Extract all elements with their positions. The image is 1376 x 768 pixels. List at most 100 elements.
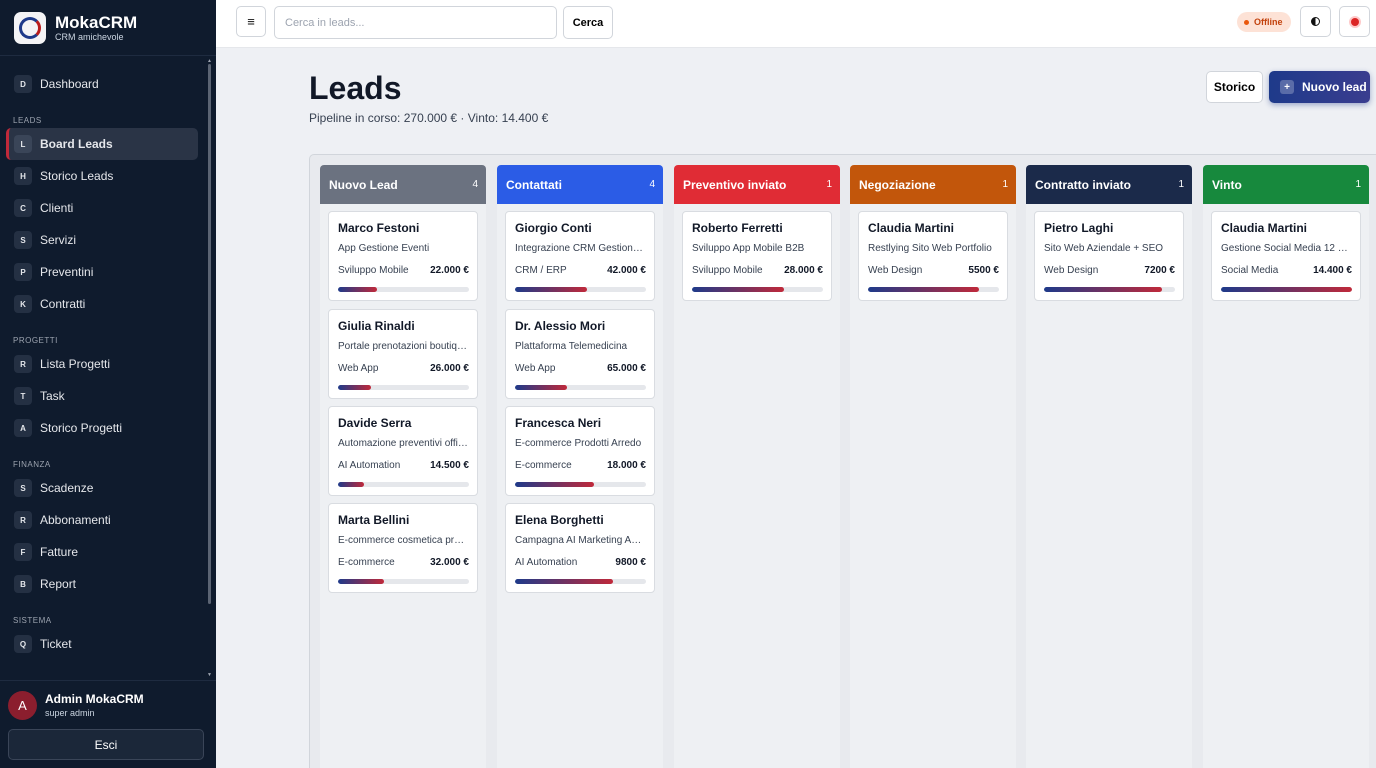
theme-toggle-button[interactable] — [1300, 6, 1331, 37]
brand[interactable]: MokaCRM CRM amichevole — [0, 0, 216, 56]
lead-card[interactable]: Giorgio Conti Integrazione CRM Gestionale… — [505, 211, 655, 301]
lead-value: 22.000 € — [430, 265, 469, 276]
lead-category: Sviluppo Mobile — [338, 265, 409, 276]
lead-progress-bar — [868, 287, 999, 292]
lead-value: 7200 € — [1144, 265, 1175, 276]
contratti-icon: K — [14, 295, 32, 313]
sidebar-item-preventivi[interactable]: P Preventini — [6, 256, 198, 288]
kanban-column[interactable]: Vinto 1 Claudia Martini Gestione Social Med… — [1203, 165, 1369, 768]
sidebar-item-ticket[interactable]: Q Ticket — [6, 628, 198, 660]
lead-progress-fill — [1044, 287, 1162, 292]
sidebar-item-board-leads[interactable]: L Board Leads — [6, 128, 198, 160]
scroll-thumb[interactable] — [208, 64, 211, 604]
lead-value: 28.000 € — [784, 265, 823, 276]
lead-category: E-commerce — [338, 557, 395, 568]
sidebar-item-task[interactable]: T Task — [6, 380, 198, 412]
lead-card[interactable]: Pietro Laghi Sito Web Aziendale + SEO Web … — [1034, 211, 1184, 301]
lead-progress-bar — [338, 287, 469, 292]
lead-card[interactable]: Claudia Martini Gestione Social Media 12 … — [1211, 211, 1361, 301]
sidebar-item-label: Report — [40, 577, 77, 591]
lead-category: Sviluppo Mobile — [692, 265, 763, 276]
search-input[interactable] — [274, 6, 557, 39]
lead-category: CRM / ERP — [515, 265, 567, 276]
section-title-leads: LEADS — [13, 116, 42, 125]
lead-name: Marco Festoni — [338, 221, 420, 235]
lead-name: Roberto Ferretti — [692, 221, 783, 235]
lead-progress-fill — [338, 482, 365, 487]
status-badge: Offline — [1237, 12, 1291, 32]
sidebar-item-fatture[interactable]: F Fatture — [6, 536, 198, 568]
record-button[interactable] — [1339, 6, 1370, 37]
sidebar-item-label: Abbonamenti — [40, 513, 111, 527]
lead-description: Automazione preventivi officina — [338, 438, 469, 449]
sidebar-item-scadenze[interactable]: S Scadenze — [6, 472, 198, 504]
column-header: Nuovo Lead 4 — [320, 165, 486, 204]
sidebar-item-label: Task — [40, 389, 65, 403]
sidebar-item-storico-progetti[interactable]: A Storico Progetti — [6, 412, 198, 444]
lead-card[interactable]: Dr. Alessio Mori Plattaforma Telemedicina… — [505, 309, 655, 399]
search-button[interactable]: Cerca — [563, 6, 613, 39]
lead-name: Marta Bellini — [338, 513, 410, 527]
sidebar-item-label: Dashboard — [40, 77, 99, 91]
new-lead-label: Nuovo lead — [1302, 80, 1367, 94]
lead-card[interactable]: Davide Serra Automazione preventivi offic… — [328, 406, 478, 496]
logout-button[interactable]: Esci — [8, 729, 204, 760]
lead-card[interactable]: Claudia Martini Restlying Sito Web Portfo… — [858, 211, 1008, 301]
menu-toggle-button[interactable]: ≡ — [236, 6, 266, 37]
sidebar-item-clienti[interactable]: C Clienti — [6, 192, 198, 224]
lead-card[interactable]: Marco Festoni App Gestione Eventi Sviluppo… — [328, 211, 478, 301]
column-header: Preventivo inviato 1 — [674, 165, 840, 204]
lead-description: App Gestione Eventi — [338, 243, 430, 254]
sidebar-item-report[interactable]: B Report — [6, 568, 198, 600]
sidebar: MokaCRM CRM amichevole D Dashboard LEADS… — [0, 0, 216, 768]
history-button[interactable]: Storico — [1206, 71, 1263, 103]
kanban-column[interactable]: Negoziazione 1 Claudia Martini Restlying Si… — [850, 165, 1016, 768]
lead-description: Plattaforma Telemedicina — [515, 341, 628, 352]
record-icon — [1350, 17, 1359, 26]
sidebar-nav: D Dashboard LEADS L Board Leads H Storic… — [0, 60, 206, 678]
kanban-column[interactable]: Contattati 4 Giorgio Conti Integrazione CRM… — [497, 165, 663, 768]
lead-progress-fill — [515, 482, 594, 487]
lead-card[interactable]: Roberto Ferretti Sviluppo App Mobile B2B S… — [682, 211, 832, 301]
new-lead-button[interactable]: + Nuovo lead — [1269, 71, 1370, 103]
lead-name: Dr. Alessio Mori — [515, 319, 606, 333]
lead-progress-fill — [338, 579, 384, 584]
brand-name: MokaCRM — [55, 12, 138, 32]
kanban-column[interactable]: Preventivo inviato 1 Roberto Ferretti Svilu… — [674, 165, 840, 768]
lead-progress-bar — [515, 385, 646, 390]
sidebar-scrollbar[interactable]: ▲ ▼ — [207, 58, 212, 678]
lead-card[interactable]: Marta Bellini E-commerce cosmetica premi…… — [328, 503, 478, 593]
column-count: 1 — [1178, 179, 1184, 190]
pipeline-summary: Pipeline in corso: 270.000 € · Vinto: 14… — [309, 111, 549, 125]
lead-progress-bar — [515, 482, 646, 487]
sidebar-item-abbonamenti[interactable]: R Abbonamenti — [6, 504, 198, 536]
kanban-column[interactable]: Nuovo Lead 4 Marco Festoni App Gestione Eve… — [320, 165, 486, 768]
sidebar-item-storico-leads[interactable]: H Storico Leads — [6, 160, 198, 192]
scroll-down-icon[interactable]: ▼ — [207, 672, 212, 678]
lead-progress-bar — [338, 579, 469, 584]
section-title-progetti: PROGETTI — [13, 336, 58, 345]
lead-progress-bar — [1044, 287, 1175, 292]
sidebar-item-servizi[interactable]: S Servizi — [6, 224, 198, 256]
avatar[interactable]: A — [8, 691, 37, 720]
scroll-up-icon[interactable]: ▲ — [207, 58, 212, 64]
lead-name: Francesca Neri — [515, 416, 602, 430]
lead-card[interactable]: Elena Borghetti Campagna AI Marketing Aut… — [505, 503, 655, 593]
column-title: Preventivo inviato — [683, 177, 787, 192]
kanban-column[interactable]: Contratto inviato 1 Pietro Laghi Sito Web A… — [1026, 165, 1192, 768]
lead-description: Gestione Social Media 12 mesi — [1221, 243, 1352, 254]
ticket-icon: Q — [14, 635, 32, 653]
preventivi-icon: P — [14, 263, 32, 281]
lead-card[interactable]: Giulia Rinaldi Portale prenotazioni bouti… — [328, 309, 478, 399]
lead-description: Campagna AI Marketing Auto… — [515, 535, 646, 546]
sidebar-item-dashboard[interactable]: D Dashboard — [6, 68, 198, 100]
sidebar-item-contratti[interactable]: K Contratti — [6, 288, 198, 320]
fatture-icon: F — [14, 543, 32, 561]
sidebar-item-lista-progetti[interactable]: R Lista Progetti — [6, 348, 198, 380]
logo-icon — [14, 11, 46, 44]
lead-card[interactable]: Francesca Neri E-commerce Prodotti Arredo… — [505, 406, 655, 496]
lead-description: Integrazione CRM Gestionale — [515, 243, 646, 254]
task-icon: T — [14, 387, 32, 405]
servizi-icon: S — [14, 231, 32, 249]
lead-name: Claudia Martini — [868, 221, 955, 235]
